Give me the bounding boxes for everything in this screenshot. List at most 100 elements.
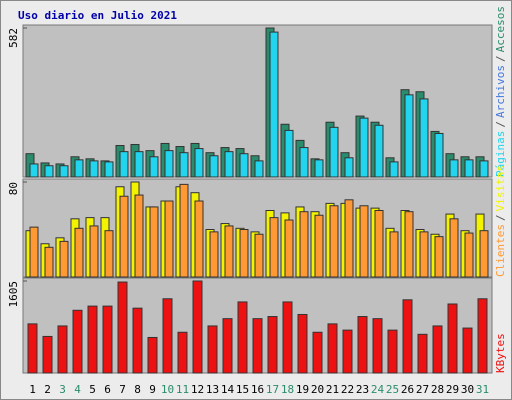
bar bbox=[164, 150, 174, 178]
bar bbox=[254, 160, 264, 178]
bar bbox=[357, 316, 368, 374]
bar bbox=[282, 301, 293, 374]
bar bbox=[404, 94, 414, 178]
x-tick-label: 5 bbox=[89, 383, 96, 396]
x-tick-label: 14 bbox=[221, 383, 235, 396]
x-tick-label: 2 bbox=[44, 383, 51, 396]
bar bbox=[27, 323, 38, 374]
bar bbox=[42, 335, 53, 374]
bar bbox=[342, 329, 353, 374]
bar bbox=[222, 318, 233, 374]
bar bbox=[269, 217, 279, 278]
bar bbox=[29, 226, 39, 278]
bar bbox=[44, 246, 54, 278]
bar bbox=[74, 227, 84, 278]
panel bbox=[22, 24, 493, 178]
bar bbox=[269, 31, 279, 178]
legend-entry: Páginas bbox=[494, 131, 507, 177]
bar bbox=[104, 161, 114, 178]
bar bbox=[29, 163, 39, 178]
bar bbox=[432, 325, 443, 374]
bar bbox=[462, 327, 473, 374]
bar bbox=[74, 159, 84, 178]
x-tick-label: 10 bbox=[161, 383, 174, 396]
bar bbox=[194, 200, 204, 278]
bar bbox=[134, 151, 144, 178]
x-tick-label: 31 bbox=[476, 383, 489, 396]
bar bbox=[299, 211, 309, 278]
x-tick-label: 19 bbox=[296, 383, 309, 396]
bar bbox=[434, 236, 444, 278]
x-tick-label: 22 bbox=[341, 383, 354, 396]
y-tick-label: 582 bbox=[7, 28, 20, 48]
legend-separator: / bbox=[494, 121, 507, 128]
x-tick-label: 30 bbox=[461, 383, 474, 396]
bar bbox=[239, 229, 249, 278]
bar bbox=[447, 303, 458, 374]
bar bbox=[284, 219, 294, 278]
bar bbox=[372, 318, 383, 374]
bar bbox=[477, 298, 488, 374]
legend: KBytes bbox=[494, 333, 507, 373]
x-tick-label: 17 bbox=[266, 383, 279, 396]
x-tick-label: 23 bbox=[356, 383, 369, 396]
bar bbox=[434, 132, 444, 178]
bar bbox=[237, 301, 248, 374]
legend-entry: Clientes bbox=[494, 224, 507, 277]
bar bbox=[149, 206, 159, 278]
bar bbox=[419, 231, 429, 278]
bar bbox=[312, 331, 323, 374]
bar bbox=[162, 298, 173, 374]
x-tick-label: 15 bbox=[236, 383, 249, 396]
bar bbox=[374, 124, 384, 178]
bar bbox=[89, 225, 99, 278]
bar bbox=[149, 156, 159, 178]
bar bbox=[147, 336, 158, 374]
bar bbox=[132, 307, 143, 374]
bar bbox=[389, 231, 399, 278]
bar bbox=[44, 165, 54, 178]
bar bbox=[449, 159, 459, 178]
x-tick-label: 6 bbox=[104, 383, 111, 396]
x-tick-label: 8 bbox=[134, 383, 141, 396]
bar bbox=[177, 331, 188, 374]
bar bbox=[104, 230, 114, 278]
x-tick-label: 4 bbox=[74, 383, 81, 396]
bar bbox=[119, 195, 129, 278]
bar bbox=[59, 240, 69, 278]
bar bbox=[387, 329, 398, 374]
x-tick-label: 9 bbox=[149, 383, 156, 396]
bar bbox=[87, 305, 98, 374]
bar bbox=[329, 205, 339, 278]
bar bbox=[404, 211, 414, 278]
bar bbox=[419, 98, 429, 178]
bar bbox=[479, 160, 489, 178]
x-tick-label: 28 bbox=[431, 383, 444, 396]
y-tick-label: 1605 bbox=[7, 281, 20, 308]
bar bbox=[224, 151, 234, 178]
x-tick-label: 3 bbox=[59, 383, 66, 396]
legend-separator: / bbox=[494, 55, 507, 62]
bar bbox=[479, 230, 489, 278]
bar bbox=[134, 194, 144, 278]
legend-entry: Accesos bbox=[494, 6, 507, 52]
x-tick-label: 16 bbox=[251, 383, 264, 396]
legend: Páginas / Archivos / Accesos bbox=[494, 6, 507, 177]
bar bbox=[117, 281, 128, 374]
bar bbox=[314, 159, 324, 178]
bar bbox=[267, 316, 278, 374]
legend-separator: / bbox=[494, 214, 507, 221]
bar bbox=[179, 152, 189, 178]
bar bbox=[402, 299, 413, 374]
x-tick-label: 12 bbox=[191, 383, 204, 396]
x-tick-label: 13 bbox=[206, 383, 219, 396]
bar bbox=[344, 199, 354, 278]
bar bbox=[179, 183, 189, 278]
bar bbox=[239, 153, 249, 178]
legend-entry: KBytes bbox=[494, 333, 507, 373]
x-tick-label: 27 bbox=[416, 383, 429, 396]
bar bbox=[359, 205, 369, 278]
bar bbox=[209, 155, 219, 178]
